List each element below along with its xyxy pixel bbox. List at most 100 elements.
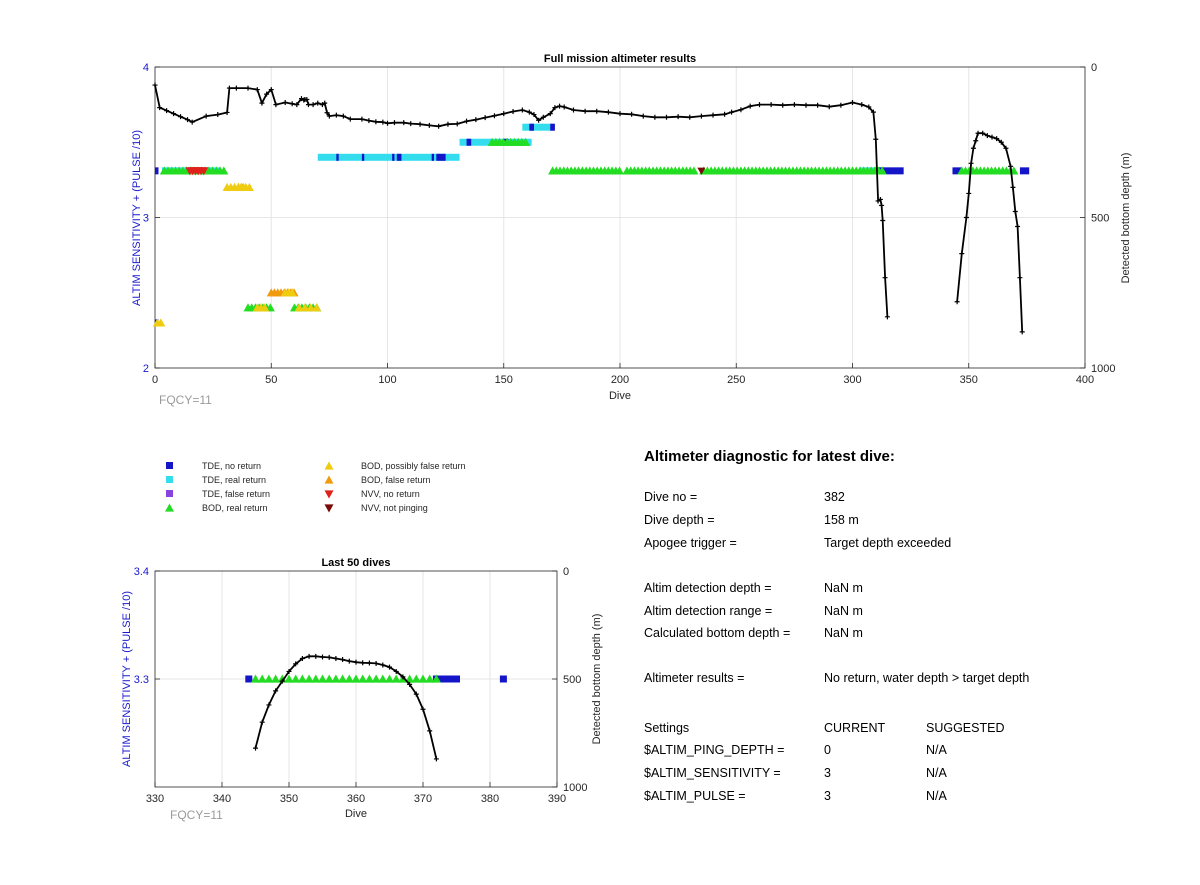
last-50-marks bbox=[245, 653, 507, 762]
legend-swatch bbox=[324, 490, 334, 499]
bottom-depth-point bbox=[273, 102, 279, 108]
bottom-depth-point bbox=[305, 102, 311, 108]
tde-no-return-mark bbox=[396, 153, 402, 161]
full-mission-marks bbox=[152, 82, 1030, 335]
bottom-depth-point bbox=[464, 118, 470, 124]
bottom-depth-line bbox=[254, 655, 438, 760]
bod-real-return-mark bbox=[304, 674, 314, 683]
nvv-not-pinging-mark bbox=[697, 167, 706, 175]
tde-no-return-mark bbox=[1019, 167, 1030, 175]
bottom-depth-point bbox=[286, 668, 292, 674]
bottom-depth-point bbox=[557, 103, 563, 109]
x-tick-label: 390 bbox=[548, 793, 566, 805]
bod-real-return-mark bbox=[418, 674, 428, 683]
bottom-depth-point bbox=[326, 113, 332, 119]
bod-real-return-mark bbox=[689, 166, 699, 175]
legend: TDE, no return TDE, real return TDE, false… bbox=[165, 461, 466, 513]
tde-no-return-mark bbox=[466, 138, 472, 146]
bottom-depth-point bbox=[536, 117, 542, 123]
diagnostic-key: Altim detection range = bbox=[644, 604, 772, 618]
tde-no-return-mark bbox=[499, 675, 507, 683]
bottom-depth-point bbox=[510, 109, 516, 115]
full-mission-fqcy-note: FQCY=11 bbox=[159, 393, 212, 407]
bottom-depth-point bbox=[259, 100, 265, 106]
bod-possibly-false-mark bbox=[294, 303, 304, 312]
settings-header: Settings bbox=[644, 721, 689, 735]
bottom-depth-point bbox=[445, 121, 451, 127]
bottom-depth-2-point bbox=[989, 134, 995, 140]
diagnostic-key: Dive depth = bbox=[644, 513, 715, 527]
x-tick-label: 200 bbox=[611, 374, 629, 386]
legend-label: NVV, not pinging bbox=[361, 503, 428, 513]
last-50-fqcy-note: FQCY=11 bbox=[170, 808, 223, 822]
bottom-depth-point bbox=[547, 111, 553, 117]
bottom-depth-2-point bbox=[966, 190, 972, 196]
bod-real-return-mark bbox=[311, 674, 321, 683]
settings-cell: N/A bbox=[926, 743, 948, 757]
y-tick-label: 2 bbox=[143, 363, 149, 375]
bod-real-return-mark bbox=[344, 674, 354, 683]
settings-header: CURRENT bbox=[824, 721, 885, 735]
tde-no-return-mark bbox=[453, 675, 460, 683]
bottom-depth-point bbox=[391, 120, 397, 126]
bottom-depth-point bbox=[552, 105, 558, 111]
bottom-depth-point bbox=[324, 110, 330, 116]
bottom-depth-point bbox=[310, 102, 316, 108]
legend-label: BOD, possibly false return bbox=[361, 461, 466, 471]
bottom-depth-point bbox=[366, 118, 372, 124]
bottom-depth-point bbox=[273, 688, 279, 694]
tde-no-return-mark bbox=[529, 123, 534, 131]
y2-tick-label: 0 bbox=[1091, 62, 1097, 74]
bod-real-return-mark bbox=[411, 674, 421, 683]
diagnostic-value: NaN m bbox=[824, 626, 863, 640]
bottom-depth-point bbox=[373, 119, 379, 125]
bottom-depth-point bbox=[747, 103, 753, 109]
bottom-depth-point bbox=[436, 123, 442, 129]
bottom-depth-point bbox=[870, 109, 876, 115]
x-tick-label: 300 bbox=[843, 374, 861, 386]
bod-real-return-mark bbox=[271, 674, 281, 683]
bod-possibly-false-mark bbox=[306, 303, 316, 312]
bottom-depth-point bbox=[340, 657, 346, 663]
bottom-depth-point bbox=[340, 113, 346, 119]
bod-real-return-mark bbox=[219, 166, 229, 175]
bottom-depth-point bbox=[360, 660, 366, 666]
bottom-depth-point bbox=[427, 728, 433, 734]
diagnostic-value: NaN m bbox=[824, 604, 863, 618]
bottom-depth-point bbox=[417, 121, 423, 127]
bottom-depth-point bbox=[561, 104, 567, 110]
bod-real-return-mark bbox=[338, 674, 348, 683]
legend-label: TDE, no return bbox=[202, 461, 261, 471]
bottom-depth-point bbox=[353, 659, 359, 665]
diagnostic-key: Altim detection depth = bbox=[644, 581, 772, 595]
bottom-depth-point bbox=[877, 196, 883, 202]
diagnostic-value: NaN m bbox=[824, 581, 863, 595]
bottom-depth-point bbox=[393, 668, 399, 674]
tde-real-return-band bbox=[522, 123, 553, 131]
x-tick-label: 350 bbox=[280, 793, 298, 805]
bod-real-return-mark bbox=[318, 674, 327, 683]
bottom-depth-point bbox=[313, 653, 319, 659]
bottom-depth-point bbox=[426, 122, 432, 128]
bottom-depth-2-line bbox=[956, 132, 1024, 332]
bottom-depth-2-point bbox=[1015, 224, 1021, 230]
bottom-depth-2-point bbox=[1008, 163, 1014, 169]
bod-possibly-false-mark bbox=[312, 303, 322, 312]
y2-tick-label: 1000 bbox=[1091, 363, 1115, 375]
bottom-depth-point bbox=[347, 116, 353, 122]
diagnostic-value: 382 bbox=[824, 490, 845, 504]
tde-no-return-mark bbox=[245, 675, 253, 683]
diagnostic-key: Calculated bottom depth = bbox=[644, 626, 790, 640]
bottom-depth-point bbox=[664, 114, 669, 120]
bottom-depth-point bbox=[401, 120, 407, 126]
bottom-depth-point bbox=[838, 102, 844, 108]
bottom-depth-point bbox=[826, 104, 832, 110]
bottom-depth-point bbox=[540, 114, 546, 120]
full-mission-y2label: Detected bottom depth (m) bbox=[1120, 153, 1132, 284]
x-tick-label: 0 bbox=[152, 374, 158, 386]
bottom-depth-point bbox=[185, 117, 191, 123]
legend-label: BOD, real return bbox=[202, 503, 268, 513]
bottom-depth-point bbox=[266, 702, 272, 708]
bottom-depth-2-point bbox=[1003, 145, 1009, 151]
bottom-depth-point bbox=[385, 120, 390, 126]
